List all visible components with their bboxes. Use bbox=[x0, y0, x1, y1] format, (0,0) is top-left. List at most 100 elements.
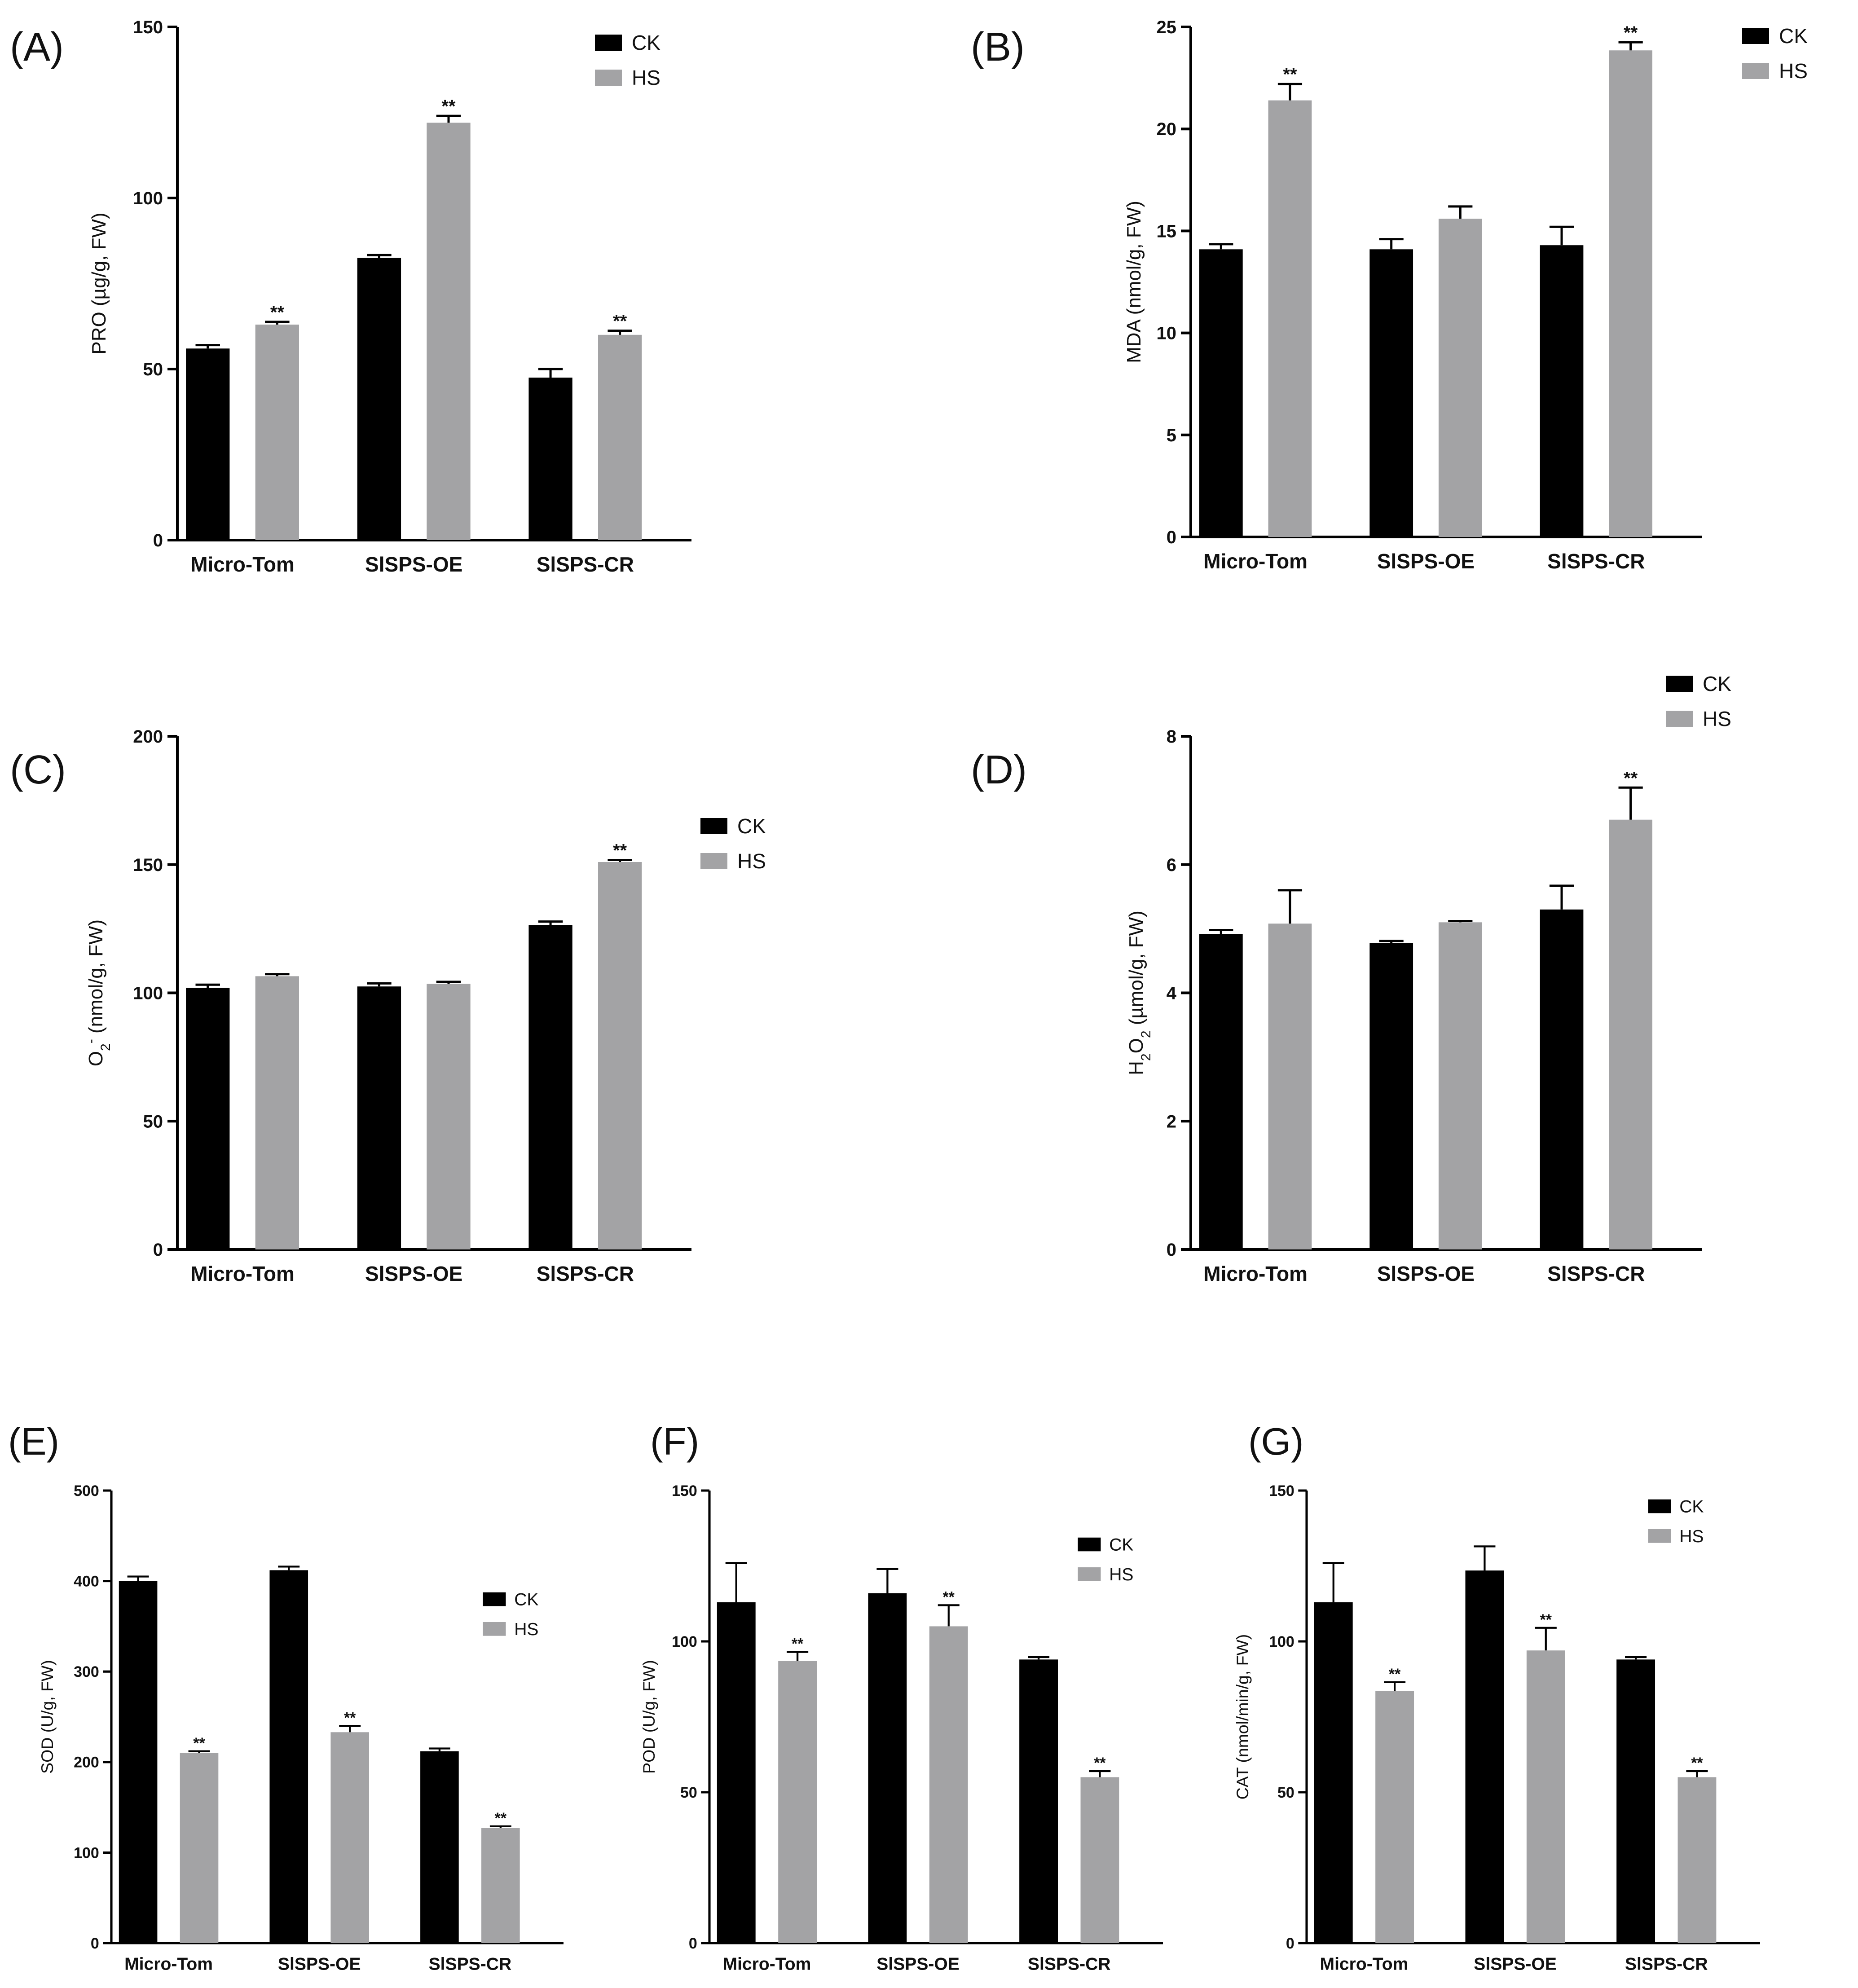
significance-mark: ** bbox=[613, 312, 627, 331]
y-tick-label: 10 bbox=[1157, 324, 1177, 343]
panel-label: (F) bbox=[650, 1421, 699, 1463]
bar-hs-0 bbox=[180, 1753, 219, 1943]
bar-hs-0 bbox=[1268, 100, 1312, 537]
y-tick-label: 100 bbox=[133, 984, 163, 1003]
x-tick-label: SlSPS-OE bbox=[365, 1262, 462, 1285]
bar-hs-0 bbox=[1375, 1691, 1414, 1943]
y-tick-label: 150 bbox=[133, 18, 163, 37]
bar-hs-1 bbox=[427, 984, 471, 1249]
panel-label: (E) bbox=[8, 1421, 59, 1463]
y-axis-label: POD (U/g, FW) bbox=[639, 1660, 658, 1773]
significance-mark: ** bbox=[193, 1735, 205, 1752]
legend-label-ck: CK bbox=[514, 1590, 538, 1610]
y-axis-label: SOD (U/g, FW) bbox=[38, 1660, 57, 1773]
bar-ck-1 bbox=[1465, 1570, 1504, 1943]
chart-panel-e: (E) 0 100 200 300 400 500 SOD (U/g, FW) ** Micro-… bbox=[8, 1421, 564, 1974]
bar-ck-2 bbox=[528, 378, 572, 540]
y-tick-label: 25 bbox=[1157, 18, 1177, 37]
bar-ck-2 bbox=[1616, 1659, 1655, 1943]
legend-label-ck: CK bbox=[1703, 672, 1731, 695]
chart-panel-c: (C) 0 50 100 150 200 O2- (nmol/g, FW) Micro-Tom… bbox=[10, 727, 766, 1285]
bar-ck-0 bbox=[186, 988, 230, 1249]
bar-ck-0 bbox=[119, 1581, 158, 1943]
y-tick-label: 100 bbox=[1269, 1633, 1294, 1650]
panel-label: (D) bbox=[971, 748, 1027, 792]
bar-ck-1 bbox=[868, 1593, 907, 1943]
x-tick-label: SlSPS-CR bbox=[429, 1955, 512, 1974]
legend-label-ck: CK bbox=[737, 814, 766, 838]
panel-label: (C) bbox=[10, 748, 66, 792]
y-tick-label: 15 bbox=[1157, 221, 1177, 241]
x-tick-label: Micro-Tom bbox=[1320, 1955, 1409, 1974]
legend-swatch-ck bbox=[483, 1592, 506, 1606]
legend-swatch-ck bbox=[1666, 676, 1693, 692]
chart-panel-g: (G) 0 50 100 150 CAT (nmol/min/g, FW) ** Micro-… bbox=[1233, 1421, 1760, 1974]
y-tick-label: 0 bbox=[1167, 528, 1176, 547]
bar-ck-2 bbox=[420, 1751, 459, 1943]
significance-mark: ** bbox=[441, 97, 456, 116]
legend-swatch-hs bbox=[1078, 1567, 1101, 1581]
bar-ck-1 bbox=[357, 986, 401, 1249]
y-axis-label: H2O2 (µmol/g, FW) bbox=[1125, 910, 1154, 1075]
legend-label-hs: HS bbox=[737, 849, 766, 873]
x-tick-label: SlSPS-CR bbox=[1547, 550, 1645, 573]
bar-hs-1 bbox=[330, 1732, 369, 1943]
bar-ck-1 bbox=[269, 1570, 308, 1943]
chart-panel-f: (F) 0 50 100 150 POD (U/g, FW) ** Micro-Tom ** Sl… bbox=[639, 1421, 1163, 1974]
y-tick-label: 100 bbox=[74, 1844, 99, 1861]
bar-hs-2 bbox=[1609, 819, 1652, 1249]
bar-hs-2 bbox=[598, 334, 642, 540]
x-tick-label: Micro-Tom bbox=[1203, 1262, 1308, 1285]
significance-mark: ** bbox=[1094, 1755, 1106, 1772]
legend-label-hs: HS bbox=[1679, 1527, 1704, 1546]
significance-mark: ** bbox=[613, 840, 627, 860]
significance-mark: ** bbox=[495, 1810, 507, 1827]
y-tick-label: 50 bbox=[143, 360, 163, 379]
bar-ck-2 bbox=[528, 925, 572, 1249]
x-tick-label: Micro-Tom bbox=[124, 1955, 213, 1974]
significance-mark: ** bbox=[270, 303, 285, 322]
x-tick-label: Micro-Tom bbox=[1203, 550, 1308, 573]
bar-hs-1 bbox=[929, 1626, 968, 1943]
y-tick-label: 2 bbox=[1167, 1112, 1176, 1131]
y-tick-label: 200 bbox=[74, 1754, 99, 1771]
y-tick-label: 100 bbox=[133, 189, 163, 208]
y-tick-label: 20 bbox=[1157, 119, 1177, 139]
chart-panel-a: (A) 0 50 100 150 PRO (µg/g, FW) ** Micro-Tom ** S… bbox=[10, 18, 691, 576]
x-tick-label: SlSPS-CR bbox=[537, 1262, 634, 1285]
bar-hs-1 bbox=[427, 123, 471, 540]
y-axis-label: O2- (nmol/g, FW) bbox=[84, 919, 113, 1066]
y-axis-label: CAT (nmol/min/g, FW) bbox=[1233, 1634, 1252, 1799]
y-tick-label: 0 bbox=[91, 1935, 99, 1952]
y-tick-label: 0 bbox=[153, 531, 163, 550]
bar-ck-2 bbox=[1540, 909, 1584, 1249]
y-tick-label: 8 bbox=[1167, 727, 1176, 747]
legend-label-ck: CK bbox=[1779, 24, 1808, 48]
legend-label-hs: HS bbox=[514, 1620, 538, 1639]
bar-ck-1 bbox=[1369, 943, 1413, 1249]
bar-hs-0 bbox=[255, 324, 299, 540]
legend-label-hs: HS bbox=[1109, 1565, 1133, 1584]
legend-swatch-hs bbox=[1742, 63, 1769, 79]
panel-label: (A) bbox=[10, 25, 64, 70]
legend-swatch-ck bbox=[1648, 1499, 1671, 1513]
x-tick-label: Micro-Tom bbox=[190, 553, 295, 576]
bar-ck-0 bbox=[1199, 249, 1243, 537]
legend-label-ck: CK bbox=[1679, 1497, 1704, 1517]
legend-swatch-ck bbox=[1742, 28, 1769, 44]
y-axis-label: MDA (nmol/g, FW) bbox=[1123, 201, 1145, 363]
x-tick-label: SlSPS-OE bbox=[1377, 550, 1475, 573]
y-tick-label: 4 bbox=[1167, 984, 1177, 1003]
bar-hs-0 bbox=[1268, 924, 1312, 1249]
significance-mark: ** bbox=[1283, 65, 1297, 84]
y-tick-label: 50 bbox=[1277, 1784, 1294, 1801]
bar-ck-2 bbox=[1540, 245, 1584, 537]
significance-mark: ** bbox=[344, 1709, 356, 1726]
y-tick-label: 0 bbox=[153, 1240, 163, 1260]
panel-label: (B) bbox=[971, 25, 1025, 70]
significance-mark: ** bbox=[1691, 1755, 1703, 1772]
legend-label-hs: HS bbox=[1779, 59, 1808, 83]
bar-hs-1 bbox=[1526, 1650, 1565, 1943]
bar-ck-1 bbox=[1369, 249, 1413, 537]
